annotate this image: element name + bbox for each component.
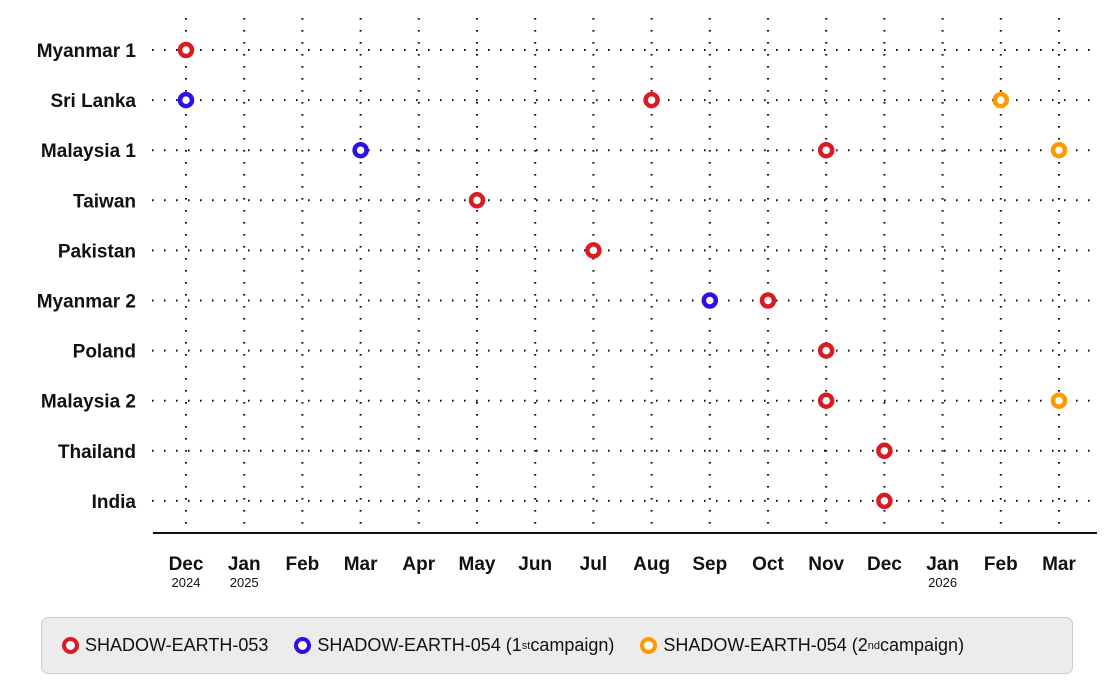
data-point	[352, 141, 369, 159]
data-point	[585, 242, 602, 259]
data-point	[468, 192, 486, 209]
x-tick-label: May	[459, 554, 496, 575]
data-point	[817, 392, 835, 409]
legend-label-suffix: campaign)	[880, 635, 965, 655]
y-tick-label: Thailand	[58, 442, 136, 463]
y-tick-label: Taiwan	[73, 191, 136, 212]
data-point	[817, 342, 835, 359]
data-point	[177, 91, 195, 109]
data-point	[1050, 392, 1068, 409]
legend-item-054-2nd: SHADOW-EARTH-054 (2 nd campaign)	[640, 635, 964, 656]
y-tick-label: Poland	[73, 342, 136, 363]
legend-sup: st	[521, 639, 531, 652]
x-tick-year: 2025	[230, 575, 259, 590]
data-point	[759, 292, 777, 309]
x-tick-label: Mar	[1042, 554, 1076, 575]
data-point	[701, 292, 719, 309]
x-tick-label: Feb	[984, 554, 1018, 575]
x-tick-label: Nov	[808, 554, 844, 575]
y-tick-label: India	[92, 492, 137, 513]
legend-item-054-1st: SHADOW-EARTH-054 (1 st campaign)	[294, 635, 614, 656]
y-tick-label: Malaysia 2	[41, 392, 136, 413]
data-point	[992, 91, 1010, 109]
x-tick-label: Aug	[633, 554, 670, 575]
orange-marker-icon	[640, 637, 658, 654]
x-tick-label: Jul	[580, 554, 607, 575]
data-point	[643, 91, 660, 109]
y-tick-label: Myanmar 2	[37, 292, 136, 313]
legend-label-suffix: campaign)	[530, 635, 615, 655]
x-tick-year: 2026	[928, 575, 957, 590]
blue-marker-icon	[294, 637, 312, 654]
x-tick-label: Dec	[867, 554, 902, 575]
x-tick-label: Jan	[228, 554, 261, 575]
x-tick-label: Jun	[518, 554, 552, 575]
y-tick-label: Myanmar 1	[37, 41, 137, 62]
data-point	[876, 442, 893, 460]
legend-label: SHADOW-EARTH-054 (2	[663, 635, 868, 655]
legend-label: SHADOW-EARTH-053	[85, 635, 269, 655]
data-point	[817, 141, 835, 159]
data-point	[177, 41, 195, 59]
y-tick-label: Pakistan	[58, 241, 136, 262]
red-marker-icon	[62, 637, 79, 654]
data-point	[876, 492, 893, 510]
x-tick-label: Sep	[692, 554, 727, 575]
x-tick-year: 2024	[172, 575, 201, 590]
x-tick-label: Mar	[344, 554, 378, 575]
x-tick-label: Dec	[169, 554, 204, 575]
data-point	[1050, 141, 1068, 159]
x-tick-label: Oct	[752, 554, 784, 575]
legend-sup: nd	[867, 639, 881, 652]
legend-item-053: SHADOW-EARTH-053	[62, 635, 268, 656]
x-tick-label: Jan	[926, 554, 959, 575]
x-tick-label: Apr	[402, 554, 435, 575]
legend: SHADOW-EARTH-053 SHADOW-EARTH-054 (1 st c…	[41, 617, 1073, 674]
y-tick-label: Sri Lanka	[50, 91, 136, 112]
x-tick-label: Feb	[286, 554, 320, 575]
y-tick-label: Malaysia 1	[41, 141, 136, 162]
legend-label: SHADOW-EARTH-054 (1	[317, 635, 522, 655]
